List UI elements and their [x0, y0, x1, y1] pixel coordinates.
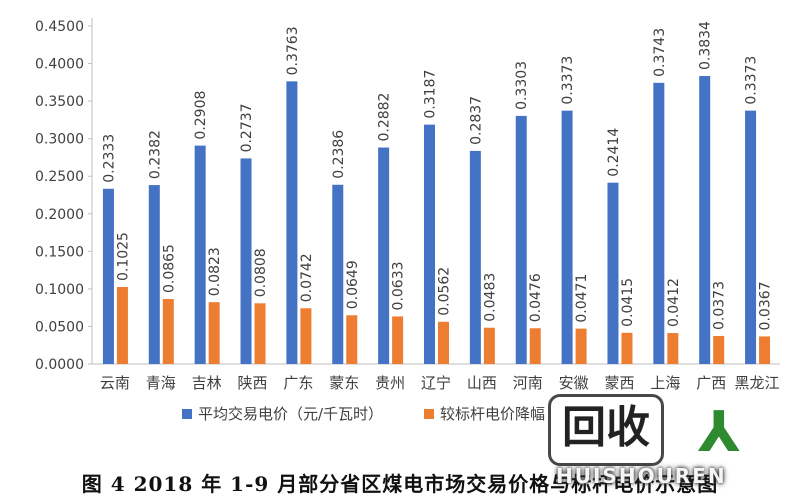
data-label-drop: 0.0649	[345, 260, 361, 309]
data-label-price: 0.2333	[101, 134, 117, 183]
data-label-price: 0.3763	[285, 26, 301, 75]
bar-drop-8	[483, 327, 495, 364]
y-tick-label: 0.4000	[35, 57, 84, 73]
bar-price-2	[194, 145, 206, 364]
bar-price-0	[102, 188, 114, 364]
legend-swatch-price	[182, 409, 192, 419]
data-label-drop: 0.0471	[574, 274, 590, 323]
data-label-price: 0.2386	[331, 130, 347, 179]
data-label-price: 0.3743	[652, 28, 668, 77]
watermark-brand: HUISHOUREN	[556, 464, 727, 488]
bar-price-8	[469, 150, 481, 364]
data-label-drop: 0.0823	[207, 247, 223, 296]
data-label-drop: 0.0415	[620, 278, 636, 327]
data-label-drop: 0.0808	[253, 248, 269, 297]
legend-label-drop: 较标杆电价降幅	[440, 405, 545, 423]
watermark: 回收 ⅄ HUISHOUREN	[548, 394, 788, 494]
bar-price-12	[653, 82, 665, 365]
data-label-drop: 0.0367	[758, 281, 774, 330]
watermark-mark-icon: ⅄	[698, 400, 741, 465]
bar-drop-14	[759, 336, 771, 364]
data-label-price: 0.2737	[239, 103, 255, 152]
x-tick-label: 云南	[100, 374, 130, 392]
data-label-drop: 0.0562	[437, 267, 453, 316]
x-tick-label: 辽宁	[421, 374, 451, 392]
bar-drop-11	[621, 332, 633, 364]
data-label-drop: 0.0742	[299, 253, 315, 302]
data-label-price: 0.3303	[514, 61, 530, 110]
bar-chart: 0.0000 0.0500 0.1000 0.1500 0.2000 0.2500 0.30…	[35, 18, 780, 423]
data-label-drop: 0.0373	[712, 281, 728, 330]
data-label-price: 0.2908	[193, 91, 209, 140]
bar-price-3	[240, 158, 252, 364]
legend-label-price: 平均交易电价（元/千瓦时）	[198, 405, 383, 423]
bar-price-5	[332, 184, 344, 364]
bar-drop-9	[529, 328, 541, 364]
bar-price-10	[561, 110, 573, 364]
y-tick-label: 0.3000	[35, 132, 84, 148]
x-tick-label: 广东	[283, 374, 313, 392]
bar-drop-3	[254, 303, 266, 364]
bar-price-4	[286, 81, 298, 365]
data-label-drop: 0.0476	[528, 273, 544, 322]
data-label-price: 0.3373	[744, 56, 760, 105]
data-label-price: 0.2837	[468, 96, 484, 145]
y-tick-label: 0.1500	[35, 244, 84, 260]
x-tick-label: 蒙西	[604, 374, 634, 392]
y-tick-label: 0.0000	[35, 357, 84, 373]
bar-price-7	[424, 124, 435, 365]
y-tick-label: 0.2000	[35, 207, 84, 223]
data-label-drop: 0.1025	[115, 232, 131, 281]
x-tick-label: 吉林	[192, 374, 222, 392]
y-tick-label: 0.2500	[35, 169, 84, 185]
x-tick-label: 蒙东	[329, 374, 359, 392]
data-label-price: 0.2382	[147, 130, 163, 179]
bar-price-9	[515, 115, 527, 365]
bar-drop-5	[346, 315, 358, 364]
data-label-price: 0.3187	[423, 70, 439, 119]
bar-price-11	[607, 182, 619, 364]
bar-drop-7	[438, 321, 449, 364]
x-tick-label: 黑龙江	[735, 374, 780, 392]
x-tick-label: 广西	[696, 374, 726, 392]
bar-drop-6	[392, 316, 404, 364]
data-label-drop: 0.0483	[482, 273, 498, 322]
bar-drop-1	[162, 299, 174, 364]
y-tick-label: 0.0500	[35, 319, 84, 335]
x-tick-label: 安徽	[559, 374, 589, 392]
data-label-price: 0.2882	[377, 93, 393, 142]
bar-drop-12	[667, 333, 679, 364]
figure-caption: 图 4 2018 年 1-9 月部分省区煤电市场交易价格与标杆电价示意图	[81, 472, 719, 496]
bar-price-6	[378, 147, 390, 364]
bar-drop-13	[713, 335, 725, 364]
bar-drop-0	[116, 287, 128, 364]
bar-drop-4	[300, 308, 312, 364]
data-label-drop: 0.0865	[161, 244, 177, 293]
x-tick-label: 青海	[146, 374, 176, 392]
y-tick-label: 0.3500	[35, 94, 84, 110]
bar-drop-10	[575, 328, 587, 364]
y-tick-label: 0.1000	[35, 282, 84, 298]
bar-price-13	[699, 76, 711, 365]
data-label-price: 0.2414	[606, 128, 622, 177]
watermark-logo: 回收	[548, 394, 664, 466]
bar-price-14	[745, 110, 757, 364]
x-tick-label: 陕西	[238, 374, 268, 392]
bar-drop-2	[208, 302, 220, 364]
x-tick-label: 上海	[650, 374, 680, 392]
legend-swatch-drop	[424, 409, 434, 419]
bar-price-1	[148, 185, 160, 364]
y-tick-label: 0.4500	[35, 19, 84, 35]
x-tick-label: 河南	[513, 374, 543, 392]
data-label-price: 0.3834	[698, 21, 714, 70]
data-label-price: 0.3373	[560, 56, 576, 105]
x-tick-label: 贵州	[375, 374, 405, 392]
data-label-drop: 0.0412	[666, 278, 682, 327]
x-tick-label: 山西	[467, 374, 497, 392]
data-label-drop: 0.0633	[391, 261, 407, 310]
